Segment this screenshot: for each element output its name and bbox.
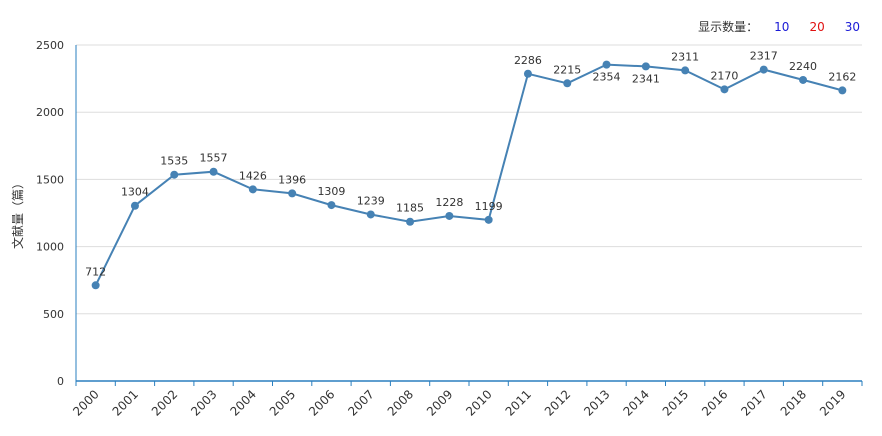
data-point[interactable] bbox=[170, 170, 179, 179]
display-count-controls: 显示数量： 10 20 30 bbox=[698, 18, 864, 35]
data-point[interactable] bbox=[209, 167, 218, 176]
data-point[interactable] bbox=[838, 86, 847, 95]
y-tick-label: 500 bbox=[43, 308, 64, 321]
x-tick-label: 2001 bbox=[110, 387, 141, 418]
x-tick-label: 2006 bbox=[306, 387, 337, 418]
data-label: 2354 bbox=[593, 71, 621, 84]
x-tick-label: 2000 bbox=[70, 387, 101, 418]
y-tick-label: 2500 bbox=[36, 39, 64, 52]
data-point[interactable] bbox=[445, 211, 454, 220]
data-label: 2162 bbox=[828, 70, 856, 83]
x-tick-label: 2004 bbox=[227, 387, 258, 418]
series-line bbox=[94, 63, 843, 286]
data-point[interactable] bbox=[406, 217, 415, 226]
data-point[interactable] bbox=[602, 60, 611, 69]
x-tick-label: 2007 bbox=[345, 387, 376, 418]
y-tick-label: 0 bbox=[57, 375, 64, 388]
display-count-label: 显示数量： bbox=[698, 20, 759, 34]
data-label: 1304 bbox=[121, 186, 149, 199]
x-tick-label: 2008 bbox=[385, 387, 416, 418]
x-tick-label: 2009 bbox=[424, 387, 455, 418]
data-label: 712 bbox=[85, 265, 106, 278]
data-label: 1199 bbox=[475, 200, 503, 213]
y-tick-label: 1500 bbox=[36, 173, 64, 186]
data-point[interactable] bbox=[641, 62, 650, 71]
x-tick-label: 2003 bbox=[188, 387, 219, 418]
data-point[interactable] bbox=[681, 66, 690, 75]
data-label: 1185 bbox=[396, 202, 424, 215]
data-point[interactable] bbox=[799, 75, 808, 84]
x-tick-label: 2011 bbox=[503, 387, 534, 418]
data-label: 2215 bbox=[553, 63, 581, 76]
data-label: 1228 bbox=[435, 196, 463, 209]
display-count-option-10[interactable]: 10 bbox=[774, 19, 790, 34]
data-label: 2170 bbox=[710, 69, 738, 82]
data-label: 2341 bbox=[632, 72, 660, 85]
x-tick-label: 2010 bbox=[463, 387, 494, 418]
data-label: 2317 bbox=[750, 50, 778, 63]
data-label: 2286 bbox=[514, 54, 542, 67]
data-point[interactable] bbox=[130, 201, 139, 210]
x-tick-label: 2013 bbox=[581, 387, 612, 418]
x-tick-label: 2017 bbox=[738, 387, 769, 418]
data-label: 1396 bbox=[278, 173, 306, 186]
data-label: 2240 bbox=[789, 60, 817, 73]
data-point[interactable] bbox=[484, 215, 493, 224]
data-label: 1535 bbox=[160, 155, 188, 168]
data-point[interactable] bbox=[366, 210, 375, 219]
data-label: 1239 bbox=[357, 194, 385, 207]
y-tick-label: 1000 bbox=[36, 241, 64, 254]
data-point[interactable] bbox=[563, 79, 572, 88]
data-point[interactable] bbox=[720, 85, 729, 94]
data-label: 2311 bbox=[671, 50, 699, 63]
x-tick-label: 2002 bbox=[149, 387, 180, 418]
x-tick-label: 2015 bbox=[660, 387, 691, 418]
display-count-option-30[interactable]: 30 bbox=[844, 19, 860, 34]
x-tick-label: 2014 bbox=[620, 387, 651, 418]
x-tick-label: 2012 bbox=[542, 387, 573, 418]
data-point[interactable] bbox=[91, 281, 100, 290]
display-count-option-20[interactable]: 20 bbox=[809, 19, 825, 34]
x-tick-label: 2019 bbox=[817, 387, 848, 418]
data-point[interactable] bbox=[759, 65, 768, 74]
x-tick-label: 2018 bbox=[778, 387, 809, 418]
data-point[interactable] bbox=[523, 69, 532, 78]
y-tick-label: 2000 bbox=[36, 106, 64, 119]
data-label: 1557 bbox=[200, 152, 228, 165]
x-tick-label: 2005 bbox=[267, 387, 298, 418]
x-tick-label: 2016 bbox=[699, 387, 730, 418]
y-axis-label: 文献量（篇） bbox=[10, 177, 25, 249]
data-point[interactable] bbox=[327, 201, 336, 210]
data-label: 1426 bbox=[239, 169, 267, 182]
data-label: 1309 bbox=[317, 185, 345, 198]
data-point[interactable] bbox=[248, 185, 257, 194]
data-point[interactable] bbox=[288, 189, 297, 198]
